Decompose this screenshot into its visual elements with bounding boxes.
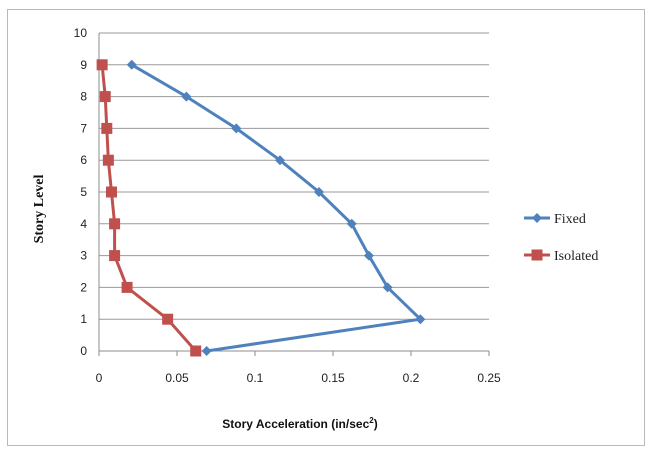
data-point-isolated [99, 91, 111, 103]
data-point-isolated [96, 59, 108, 71]
legend-label-fixed: Fixed [554, 212, 586, 227]
data-point-fixed [181, 91, 192, 102]
x-tick-label: 0.05 [165, 371, 189, 385]
data-point-fixed [231, 123, 242, 134]
series-line-fixed [131, 63, 422, 353]
legend: Fixed Isolated [524, 212, 598, 264]
legend-marker-isolated [531, 249, 543, 261]
legend-marker-fixed [532, 213, 542, 223]
data-point-fixed [382, 282, 393, 293]
x-axis-label-main: Story Acceleration (in/sec [222, 417, 369, 431]
x-tick-label: 0.25 [477, 371, 501, 385]
y-tick-label: 1 [80, 312, 87, 326]
data-point-fixed [274, 155, 285, 166]
data-point-isolated [109, 218, 121, 230]
data-point-isolated [190, 345, 202, 357]
data-point-isolated [102, 154, 114, 166]
x-axis-label: Story Acceleration (in/sec2) [222, 416, 377, 431]
data-point-isolated [121, 281, 133, 293]
x-axis-label-close: ) [374, 417, 378, 431]
y-tick-label: 2 [80, 280, 87, 294]
series-line-isolated [100, 64, 197, 352]
x-axis-label-sup: 2 [369, 416, 374, 425]
y-tick-label: 0 [80, 344, 87, 358]
y-axis-label: Story Level [32, 174, 47, 243]
x-tick-label: 0.1 [247, 371, 264, 385]
y-tick-label: 3 [80, 249, 87, 263]
y-tick-label: 6 [80, 153, 87, 167]
series-layer [96, 59, 426, 357]
x-tick-label: 0.2 [403, 371, 420, 385]
data-point-fixed [415, 314, 426, 325]
data-point-fixed [313, 187, 324, 197]
data-point-fixed [201, 346, 212, 356]
y-tick-label: 8 [80, 90, 87, 104]
y-tick-label: 4 [80, 217, 87, 231]
y-tick-label: 10 [74, 26, 88, 40]
data-point-fixed [363, 250, 374, 261]
data-point-fixed [126, 59, 137, 70]
x-axis: 0 0.05 0.1 0.15 0.2 0.25 [96, 350, 501, 385]
x-tick-label: 0.15 [321, 371, 345, 385]
data-point-isolated [101, 122, 113, 134]
data-point-isolated [105, 186, 117, 198]
y-axis: 0 1 2 3 4 5 6 7 8 9 10 [74, 26, 100, 358]
legend-label-isolated: Isolated [554, 249, 598, 264]
y-tick-label: 9 [80, 58, 87, 72]
y-tick-label: 7 [80, 121, 87, 135]
x-tick-label: 0 [96, 371, 103, 385]
y-tick-label: 5 [80, 185, 87, 199]
data-point-fixed [346, 218, 357, 229]
data-point-isolated [162, 313, 174, 325]
data-point-isolated [109, 250, 121, 262]
